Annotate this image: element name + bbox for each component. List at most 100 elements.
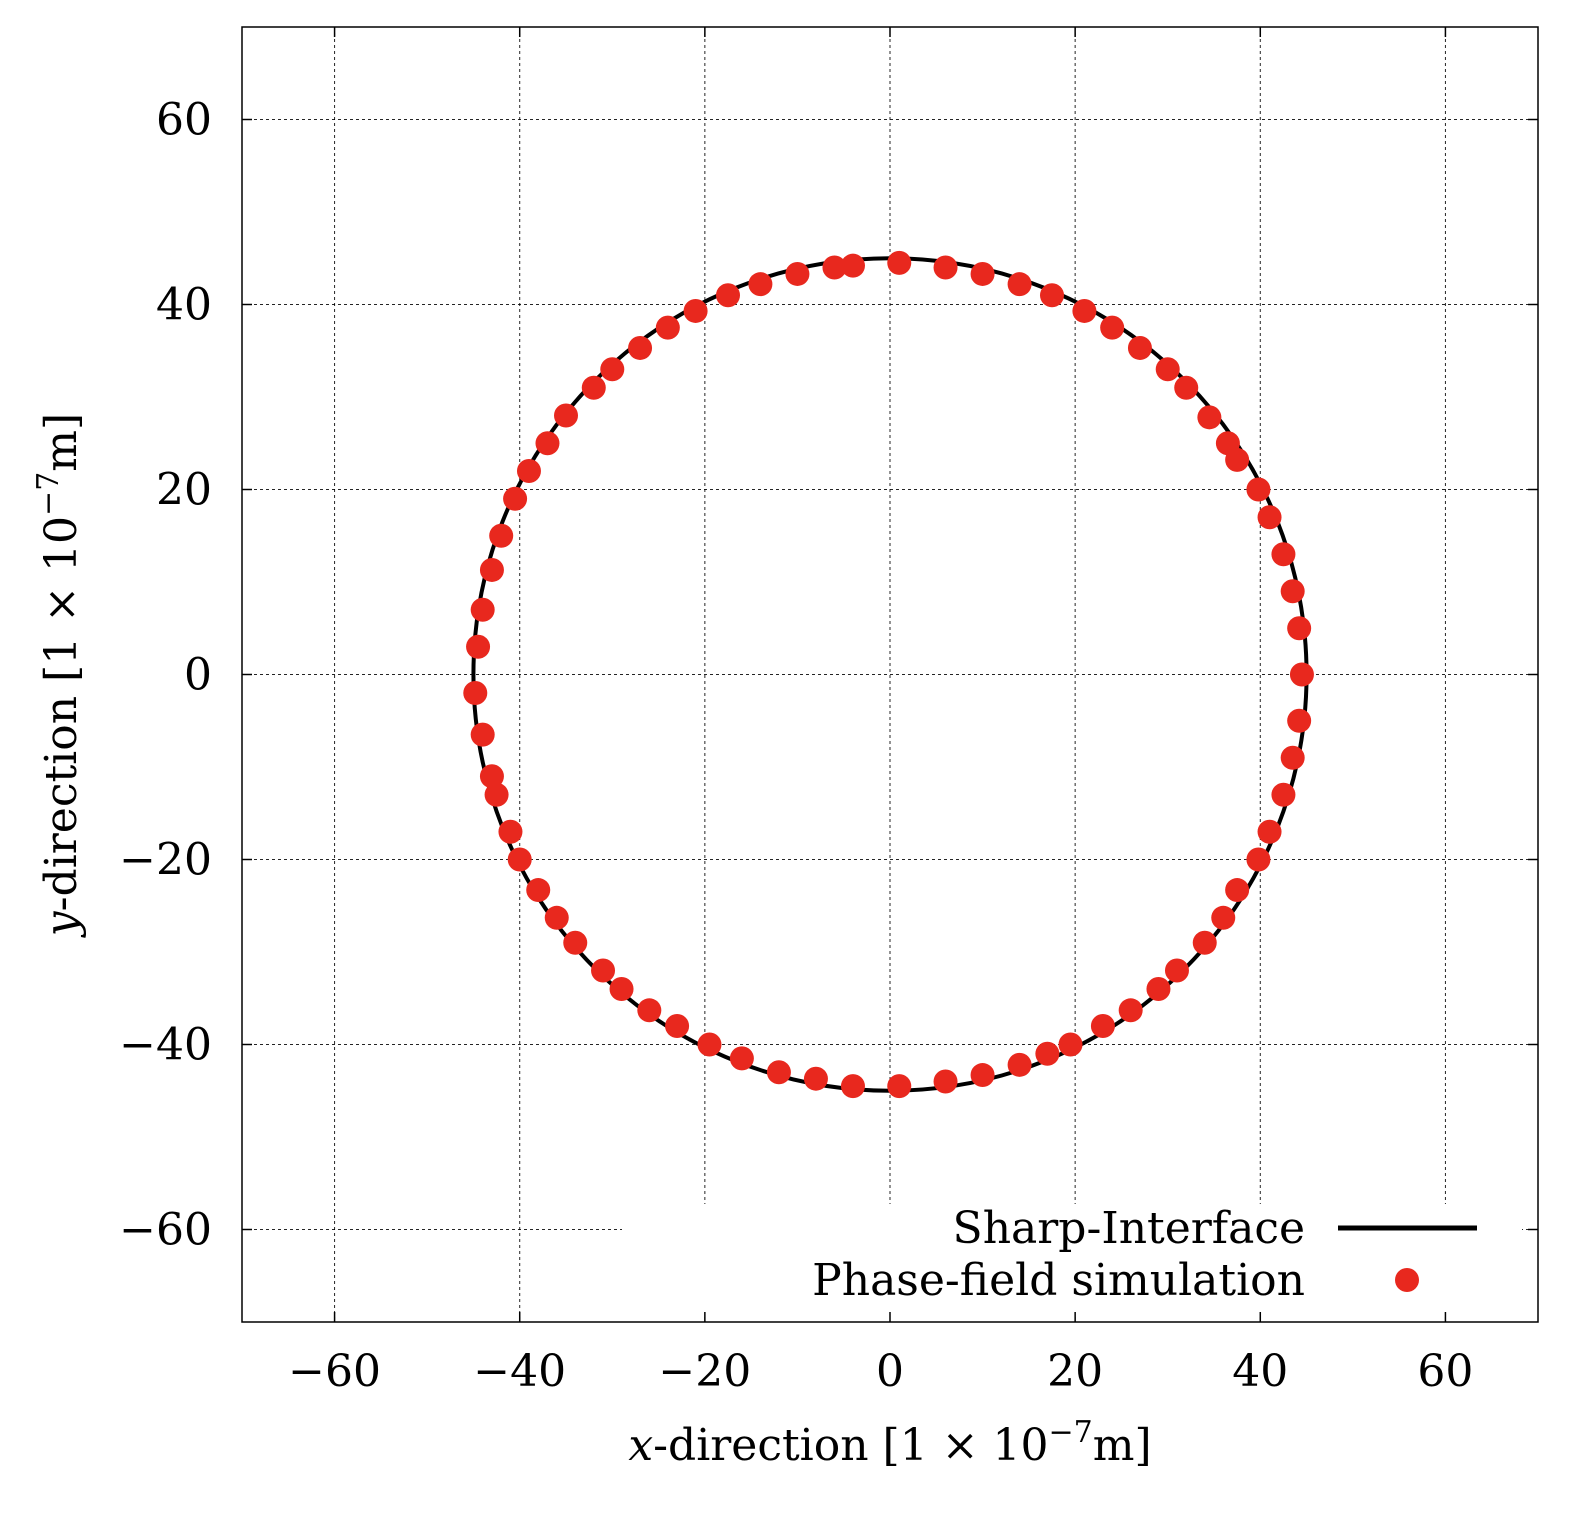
data-point [697, 1032, 722, 1057]
y-axis-label-unit: m] [36, 413, 87, 472]
legend-label-phase-field: Phase-field simulation [812, 1255, 1305, 1306]
data-point [729, 1046, 754, 1071]
data-point [683, 298, 708, 323]
data-point [1257, 505, 1282, 530]
data-point [748, 272, 773, 297]
data-point [1040, 283, 1064, 308]
data-point [609, 977, 634, 1001]
data-point [484, 782, 509, 807]
data-point [628, 335, 653, 360]
x-axis-label-exponent: −7 [1049, 1415, 1093, 1450]
data-point [840, 253, 865, 278]
x-tick-label: −60 [288, 1346, 381, 1397]
data-point [716, 283, 740, 308]
x-axis-label-unit: m] [1093, 1420, 1152, 1471]
data-point [470, 722, 495, 747]
data-point [1007, 1052, 1032, 1077]
data-point [1007, 272, 1032, 297]
data-point [970, 1063, 995, 1088]
data-point [535, 431, 560, 456]
data-point [544, 905, 569, 930]
x-tick-label: −40 [473, 1346, 566, 1397]
y-axis-label-var: y [36, 910, 87, 938]
data-point [489, 523, 514, 548]
data-point [463, 681, 488, 705]
y-axis-label: y-direction [1 × 10−7m] [31, 413, 87, 938]
data-point [803, 1066, 828, 1091]
data-point [1246, 847, 1271, 872]
legend-swatch-point [1395, 1268, 1419, 1292]
data-point [498, 819, 523, 844]
data-point [1127, 335, 1152, 360]
y-tick-label: 60 [156, 95, 212, 146]
data-point [1289, 662, 1314, 687]
data-point [1271, 542, 1296, 567]
data-point [554, 403, 578, 428]
data-point [1174, 375, 1199, 400]
data-point [1197, 405, 1222, 430]
y-tick-label: 20 [156, 465, 212, 516]
data-point [1271, 782, 1296, 807]
data-point [479, 764, 504, 789]
data-point [600, 357, 625, 382]
data-point [1211, 905, 1236, 930]
data-point [466, 634, 491, 659]
data-point [1155, 357, 1180, 382]
y-tick-label: −40 [119, 1020, 212, 1071]
data-point [1058, 1032, 1083, 1057]
data-point [1035, 1041, 1060, 1066]
data-point [1280, 579, 1305, 604]
data-point [1280, 745, 1305, 770]
data-point [766, 1060, 791, 1085]
y-axis-ticks: −60 −40 −20 0 20 40 60 [119, 95, 1538, 1256]
data-point [887, 1074, 912, 1099]
data-point [785, 261, 810, 286]
data-point [1257, 819, 1282, 844]
data-point [655, 315, 680, 340]
y-tick-label: 0 [184, 650, 212, 701]
data-point [516, 459, 541, 483]
y-tick-label: −60 [119, 1205, 212, 1256]
data-point [933, 1069, 958, 1094]
x-tick-label: 0 [876, 1346, 904, 1397]
x-axis-label: x-direction [1 × 10−7m] [628, 1415, 1151, 1471]
y-tick-label: −20 [119, 835, 212, 886]
data-point [507, 847, 532, 872]
data-point [1192, 930, 1217, 955]
data-point [503, 486, 528, 511]
data-point [1225, 878, 1250, 903]
data-point [1090, 1014, 1115, 1038]
data-point [637, 998, 662, 1023]
data-point [563, 930, 588, 955]
x-axis-ticks: −60 −40 −20 0 20 40 60 [288, 27, 1473, 1397]
data-point [1287, 708, 1312, 733]
x-tick-label: 40 [1232, 1346, 1288, 1397]
y-tick-label: 40 [156, 280, 212, 331]
data-point [1246, 477, 1271, 502]
y-axis-label-exponent: −7 [31, 472, 66, 516]
data-point [1287, 616, 1312, 641]
x-tick-label: −20 [658, 1346, 751, 1397]
legend-background [622, 1204, 1522, 1314]
data-point [591, 958, 616, 983]
data-point [665, 1014, 690, 1038]
data-point [970, 261, 995, 286]
data-point [1118, 998, 1143, 1023]
x-axis-label-text: -direction [1 × 10 [653, 1420, 1048, 1471]
x-tick-label: 60 [1417, 1346, 1473, 1397]
data-point [1164, 958, 1189, 983]
data-point [822, 255, 847, 280]
x-axis-label-var: x [628, 1420, 653, 1471]
data-point [1072, 298, 1097, 323]
data-point [887, 250, 912, 275]
data-point [1225, 447, 1250, 472]
data-point [1146, 977, 1171, 1001]
data-point [933, 255, 958, 280]
data-point [1100, 315, 1125, 340]
data-point [840, 1074, 865, 1099]
data-point [581, 375, 606, 400]
grid-lines [242, 27, 1538, 1322]
y-axis-label-text: -direction [1 × 10 [36, 516, 87, 911]
